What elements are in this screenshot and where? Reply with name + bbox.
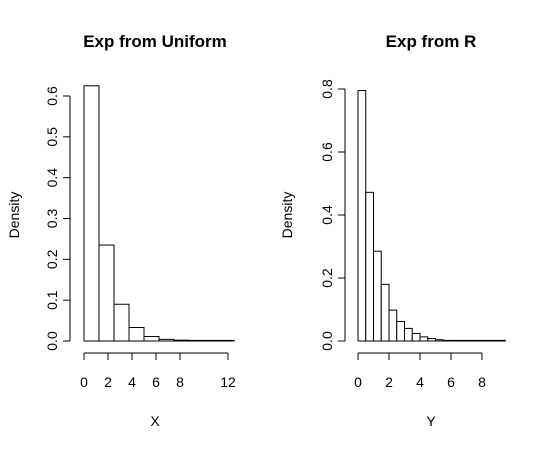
histogram-bar: [218, 339, 235, 342]
histogram-bar: [158, 338, 175, 342]
x-tick-label: 2: [104, 374, 112, 390]
histogram-bar: [113, 303, 130, 342]
x-tick-label: 6: [152, 374, 160, 390]
histogram-bar: [203, 339, 220, 342]
histogram-bar: [458, 339, 467, 342]
y-tick-label: 0.3: [44, 209, 60, 229]
x-tick-label: 0: [80, 374, 88, 390]
chart-title: Exp from R: [386, 32, 477, 51]
x-axis: 0 2 4 6 8 12: [80, 352, 236, 390]
histogram-bar: [373, 250, 382, 342]
x-tick-label: 4: [128, 374, 136, 390]
bars: [83, 85, 235, 342]
histogram-bar: [442, 339, 452, 342]
histogram-bar: [473, 339, 483, 342]
y-axis-label: Density: [279, 192, 295, 239]
chart-title: Exp from Uniform: [83, 32, 227, 51]
histogram-bar: [435, 339, 444, 342]
histogram-bar: [83, 85, 100, 342]
x-tick-label: 6: [447, 374, 455, 390]
histogram-bar: [396, 320, 405, 342]
histogram-bar: [380, 283, 390, 342]
y-axis-label: Density: [6, 192, 22, 239]
histogram-bar: [466, 339, 475, 342]
y-tick-label: 0.0: [44, 331, 60, 351]
x-tick-label: 8: [478, 374, 486, 390]
histogram-exp-from-uniform: Exp from Uniform X Density 0 2 4 6 8 12 0.00.…: [6, 32, 236, 429]
y-tick-label: 0.0: [319, 331, 335, 351]
x-tick-label: 12: [220, 374, 236, 390]
y-tick-label: 0.6: [319, 142, 335, 162]
y-tick-label: 0.6: [44, 86, 60, 106]
x-tick-label: 0: [354, 374, 362, 390]
histogram-bar: [173, 339, 190, 342]
histogram-bar: [365, 191, 374, 342]
y-tick-label: 0.2: [319, 268, 335, 288]
y-axis: 0.0 0.1 0.2 0.3 0.4 0.5 0.6: [44, 86, 71, 351]
y-tick-label: 0.4: [44, 168, 60, 188]
x-tick-label: 4: [416, 374, 424, 390]
y-tick-label: 0.4: [319, 205, 335, 225]
x-tick-label: 2: [385, 374, 393, 390]
x-axis-label: Y: [426, 413, 436, 429]
histogram-bar: [143, 336, 160, 342]
y-tick-label: 0.8: [319, 79, 335, 99]
histogram-bar: [450, 339, 460, 342]
y-tick-label: 0.1: [44, 290, 60, 310]
histogram-bar: [98, 244, 115, 342]
histogram-bar: [419, 336, 429, 342]
histogram-bar: [357, 90, 367, 342]
y-tick-label: 0.2: [44, 249, 60, 269]
y-axis: 0.0 0.2 0.4 0.6 0.8: [319, 79, 346, 351]
x-tick-label: 8: [176, 374, 184, 390]
histogram-bar: [128, 327, 145, 342]
y-tick-label: 0.5: [44, 127, 60, 147]
histogram-bar: [489, 339, 498, 342]
histogram-bar: [404, 327, 413, 342]
x-axis-label: X: [150, 413, 160, 429]
histogram-bar: [411, 332, 421, 342]
histogram-bar: [427, 337, 436, 342]
histogram-bar: [497, 339, 506, 342]
histogram-bar: [388, 309, 398, 342]
histogram-bar: [481, 339, 491, 342]
histogram-bar: [188, 339, 205, 342]
bars: [357, 90, 506, 342]
x-axis: 0 2 4 6 8: [354, 352, 486, 390]
